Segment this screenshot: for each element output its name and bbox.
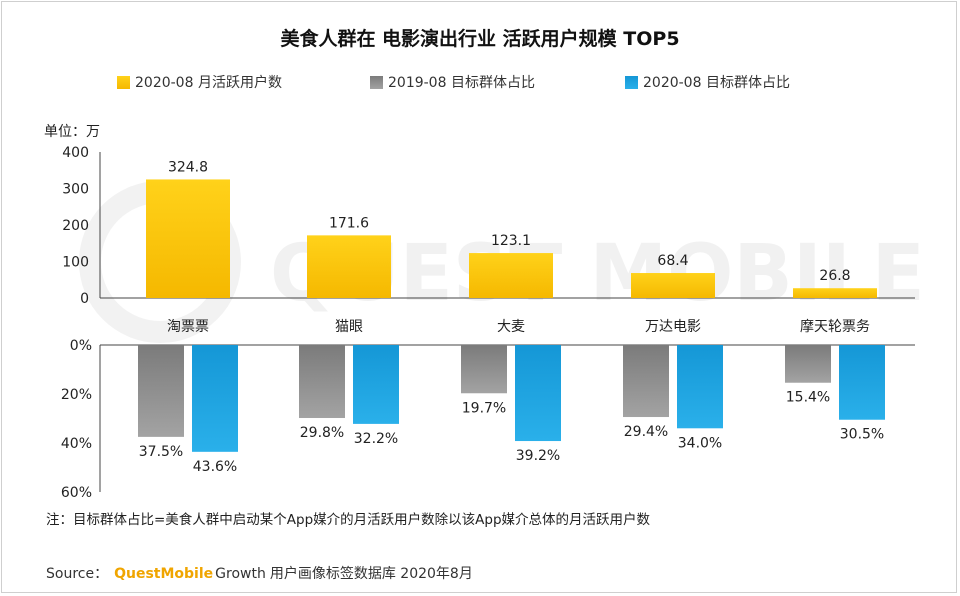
footnote: 注：目标群体占比=美食人群中启动某个App媒介的月活跃用户数除以该App媒介总体… (46, 512, 651, 528)
y-tick-label-lower: 40% (61, 436, 92, 452)
legend-item-mau-2020: 2020-08 月活跃用户数 (117, 72, 282, 92)
y-tick-label-upper: 0 (80, 291, 89, 307)
bar-share-2019 (299, 345, 345, 419)
bar-share-2020 (515, 345, 561, 442)
bar-mau-2020 (631, 273, 715, 298)
source-brand: QuestMobile (114, 566, 214, 582)
y-tick-label-upper: 200 (62, 218, 89, 234)
bar-mau-2020 (469, 253, 553, 298)
legend-label: 2019-08 目标群体占比 (388, 75, 535, 91)
data-label-mau: 68.4 (657, 253, 688, 269)
y-tick-label-upper: 400 (62, 145, 89, 161)
legend-swatch (117, 75, 130, 89)
category-label: 猫眼 (335, 319, 363, 335)
bar-mau-2020 (793, 288, 877, 298)
category-label: 万达电影 (645, 319, 701, 335)
category-label: 摩天轮票务 (800, 318, 870, 335)
source-prefix: Source： (46, 566, 109, 582)
bar-share-2019 (785, 345, 831, 383)
data-label-mau: 123.1 (491, 233, 531, 249)
data-label-share: 32.2% (354, 431, 398, 447)
data-label-share: 43.6% (193, 459, 237, 475)
bar-share-2020 (839, 345, 885, 420)
data-label-share: 30.5% (840, 427, 884, 443)
legend-label: 2020-08 月活跃用户数 (135, 75, 282, 91)
unit-label: 单位：万 (44, 124, 100, 140)
bar-mau-2020 (307, 235, 391, 298)
category-label: 淘票票 (167, 319, 209, 335)
data-label-share: 29.8% (300, 425, 344, 441)
bar-share-2020 (353, 345, 399, 424)
source-line: Source： QuestMobile Growth 用户画像标签数据库 202… (46, 563, 473, 583)
data-label-mau: 26.8 (819, 268, 850, 284)
source-rest: 用户画像标签数据库 2020年8月 (269, 566, 473, 582)
data-label-share: 37.5% (139, 444, 183, 460)
bar-share-2019 (623, 345, 669, 418)
y-tick-label-lower: 20% (61, 387, 92, 403)
legend-swatch (625, 75, 638, 89)
legend-swatch (370, 75, 383, 89)
category-label: 大麦 (497, 319, 525, 335)
y-tick-label-lower: 0% (70, 338, 92, 354)
y-tick-label-upper: 100 (62, 255, 89, 271)
legend-item-share-2020: 2020-08 目标群体占比 (625, 72, 790, 92)
legend-item-share-2019: 2019-08 目标群体占比 (370, 72, 535, 92)
source-growth: Growth (215, 566, 266, 582)
bar-share-2020 (677, 345, 723, 429)
plot-area: 0 100 200 300 400 324.8 171.6 123.1 68.4 26.8 淘票票 猫… (61, 145, 915, 501)
data-label-mau: 324.8 (168, 159, 208, 175)
data-label-share: 39.2% (516, 448, 560, 464)
data-label-share: 19.7% (462, 400, 506, 416)
bar-mau-2020 (146, 179, 230, 298)
legend-label: 2020-08 目标群体占比 (643, 75, 790, 91)
bar-share-2020 (192, 345, 238, 452)
chart-title: 美食人群在 电影演出行业 活跃用户规模 TOP5 (280, 28, 680, 50)
y-tick-label-lower: 60% (61, 485, 92, 501)
bar-share-2019 (461, 345, 507, 394)
data-label-share: 15.4% (786, 390, 830, 406)
bar-share-2019 (138, 345, 184, 437)
y-tick-label-upper: 300 (62, 182, 89, 198)
data-label-share: 29.4% (624, 424, 668, 440)
data-label-share: 34.0% (678, 435, 722, 451)
data-label-mau: 171.6 (329, 215, 369, 231)
